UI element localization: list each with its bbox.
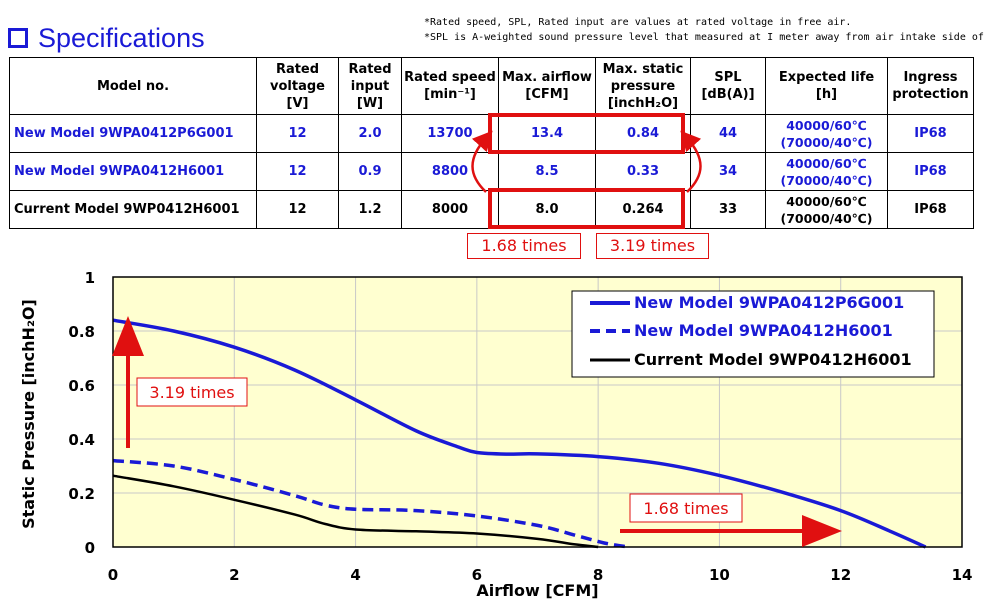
header-speed: Rated speed [min⁻¹] [401, 57, 499, 115]
pressure-cell: 0.84 [595, 114, 691, 153]
y-tick-label: 0.8 [68, 323, 95, 341]
spl-cell: 34 [690, 152, 766, 191]
series-line-2 [112, 458, 629, 549]
x-tick-label: 0 [108, 566, 118, 584]
x-axis-ticks: 0 2 4 6 8 10 12 14 [108, 566, 973, 584]
header-model: Model no. [9, 57, 257, 115]
y-tick-label: 0.6 [68, 377, 95, 395]
y-tick-label: 0.2 [68, 485, 95, 503]
legend-label-h6001-new: New Model 9WPA0412H6001 [634, 321, 893, 340]
x-tick-label: 6 [472, 566, 482, 584]
life-cell: 40000/60℃ (70000/40℃) [765, 152, 888, 191]
speed-cell: 8000 [401, 190, 499, 229]
notes: *Rated speed, SPL, Rated input are value… [424, 15, 987, 45]
y-tick-label: 1 [85, 269, 95, 287]
header-ingress: Ingress protection [887, 57, 974, 115]
speed-cell: 8800 [401, 152, 499, 191]
legend-label-current: Current Model 9WP0412H6001 [634, 350, 912, 369]
pressure-ratio-label: 3.19 times [596, 233, 709, 259]
x-tick-label: 12 [830, 566, 851, 584]
y-tick-label: 0.4 [68, 431, 95, 449]
header-pressure: Max. static pressure [inchH₂O] [595, 57, 691, 115]
x-axis-label: Airflow [CFM] [476, 581, 598, 600]
input-cell: 0.9 [338, 152, 402, 191]
legend-box [571, 290, 935, 378]
pressure-cell: 0.33 [595, 152, 691, 191]
life-cell: 40000/60℃ (70000/40℃) [765, 190, 888, 229]
ingress-cell: IP68 [887, 152, 974, 191]
legend-label-p6g001: New Model 9WPA0412P6G001 [634, 293, 904, 312]
spl-cell: 33 [690, 190, 766, 229]
note-rated: *Rated speed, SPL, Rated input are value… [424, 17, 852, 28]
table-header-row: Model no. Rated voltage [V] Rated input [W] … [9, 57, 974, 115]
airflow-annotation-text: 1.68 times [643, 499, 728, 518]
x-tick-label: 2 [229, 566, 239, 584]
spec-table: Model no. Rated voltage [V] Rated input [W] … [9, 57, 974, 229]
plot-frame [112, 276, 963, 548]
airflow-ratio-label: 1.68 times [467, 233, 581, 259]
table-highlight-overlay [471, 113, 702, 229]
curved-arrow-right [680, 130, 702, 193]
pressure-cell: 0.264 [595, 190, 691, 229]
note-spl: *SPL is A-weighted sound pressure level … [424, 32, 987, 43]
y-tick-label: 0 [85, 539, 95, 557]
x-tick-label: 8 [593, 566, 603, 584]
section-title: Specifications [38, 22, 205, 53]
model-cell: Current Model 9WP0412H6001 [9, 190, 257, 229]
legend: New Model 9WPA0412P6G001 New Model 9WPA0… [571, 290, 935, 378]
pressure-annotation-text: 3.19 times [149, 383, 234, 402]
input-cell: 2.0 [338, 114, 402, 153]
life-cell: 40000/60℃ (70000/40℃) [765, 114, 888, 153]
header-life: Expected life [h] [765, 57, 888, 115]
section-header: Specifications [8, 22, 205, 54]
voltage-cell: 12 [256, 152, 339, 191]
x-tick-label: 4 [350, 566, 360, 584]
series-line-3 [112, 474, 599, 549]
ingress-cell: IP68 [887, 114, 974, 153]
y-axis-ticks: 0 0.2 0.4 0.6 0.8 1 [68, 269, 95, 557]
ingress-cell: IP68 [887, 190, 974, 229]
square-outline-icon [8, 28, 28, 48]
y-axis-label: Static Pressure [inchH₂O] [19, 299, 38, 529]
table-row: Current Model 9WP0412H6001 12 1.2 8000 8… [9, 190, 974, 229]
series-layer [112, 318, 927, 549]
header-voltage: Rated voltage [V] [256, 57, 339, 115]
voltage-cell: 12 [256, 190, 339, 229]
x-tick-label: 14 [952, 566, 973, 584]
table-row: New Model 9WPA0412H6001 12 0.9 8800 8.5 … [9, 152, 974, 191]
airflow-cell: 8.5 [498, 152, 596, 191]
series-line-1 [112, 318, 927, 549]
airflow-annotation-box [629, 493, 743, 523]
table-row: New Model 9WPA0412P6G001 12 2.0 13700 13… [9, 114, 974, 153]
model-cell: New Model 9WPA0412H6001 [9, 152, 257, 191]
x-tick-label: 10 [709, 566, 730, 584]
curved-arrow-left [471, 130, 493, 193]
pressure-annotation-box [136, 377, 248, 407]
input-cell: 1.2 [338, 190, 402, 229]
highlight-box-current [488, 188, 685, 229]
